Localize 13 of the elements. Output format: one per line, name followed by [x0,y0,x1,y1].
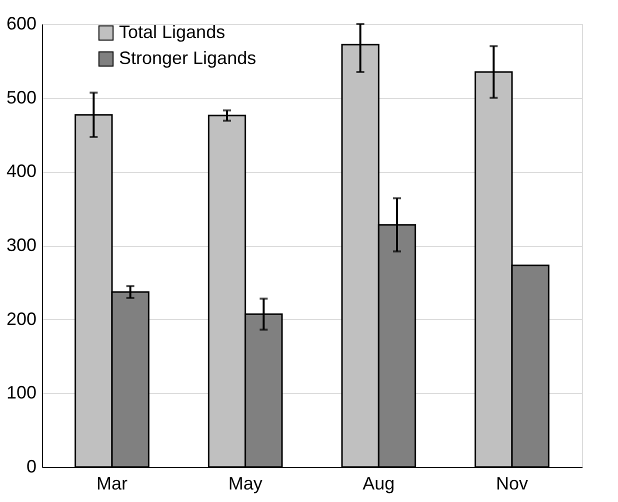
x-tick-label: May [228,474,262,494]
x-tick-label: Aug [362,474,395,494]
legend-label: Total Ligands [119,22,226,42]
y-tick-label: 300 [6,235,36,255]
y-tick-label: 500 [6,87,36,108]
y-tick-label: 100 [6,382,36,403]
x-tick-label: Nov [496,474,528,494]
y-tick-label: 0 [26,456,36,476]
y-tick-label: 200 [6,308,36,329]
legend-label: Stronger Ligands [119,48,256,68]
y-tick-label: 600 [6,14,36,34]
y-tick-label: 400 [6,161,36,182]
x-tick-label: Mar [96,474,128,494]
